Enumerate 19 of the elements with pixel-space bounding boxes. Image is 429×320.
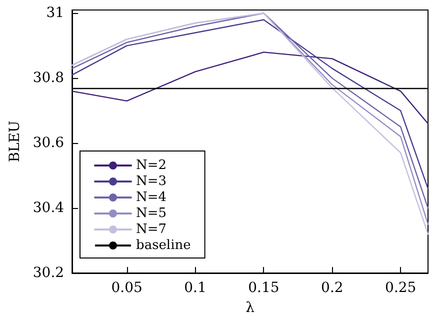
x-axis-title: λ xyxy=(246,300,255,316)
y-tick-label: 30.8 xyxy=(32,70,64,86)
y-tick-label: 30.4 xyxy=(32,200,64,216)
x-tick-label: 0.1 xyxy=(184,280,206,296)
y-tick-label: 30.2 xyxy=(32,265,64,281)
x-tick-label: 0.05 xyxy=(111,280,142,296)
legend-label: N=4 xyxy=(136,190,167,205)
legend-label: N=5 xyxy=(136,206,167,221)
legend-label: N=2 xyxy=(136,158,167,173)
legend-label: baseline xyxy=(136,238,192,253)
y-axis-title: BLEU xyxy=(7,120,23,162)
y-tick-label: 31 xyxy=(46,5,64,22)
line-series xyxy=(71,52,429,124)
legend-label: N=7 xyxy=(136,222,167,237)
x-tick-label: 0.2 xyxy=(321,280,344,296)
x-tick-label: 0.15 xyxy=(248,280,280,296)
x-tick-label: 0.25 xyxy=(385,280,416,296)
y-tick-label: 30.6 xyxy=(32,135,64,152)
legend-label: N=3 xyxy=(136,174,167,189)
